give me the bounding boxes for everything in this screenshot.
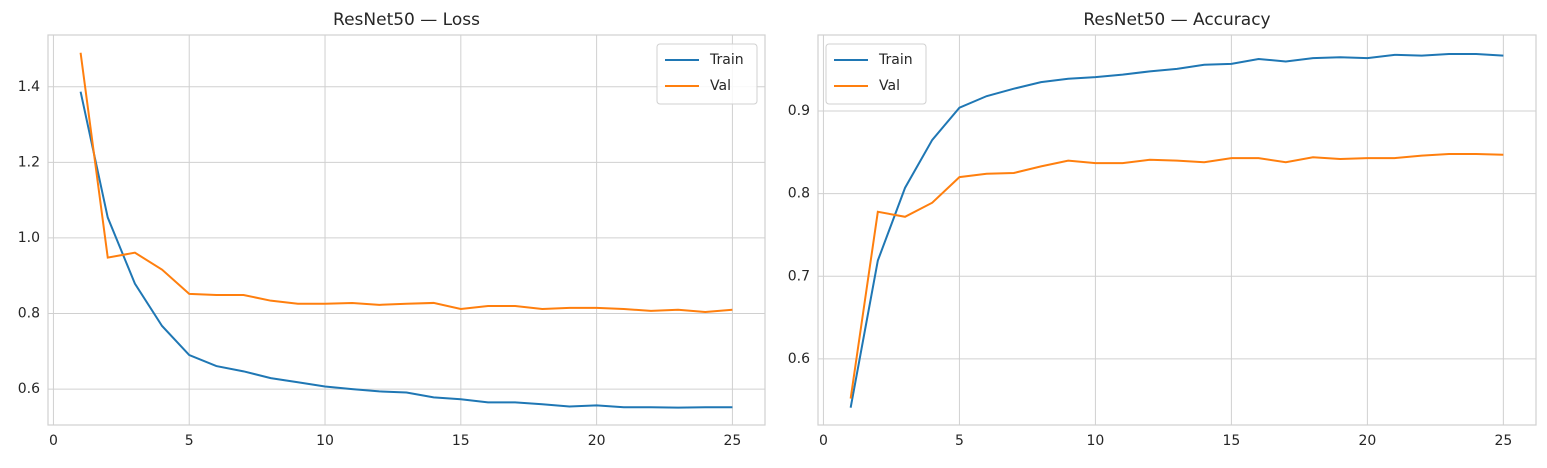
legend-label: Train xyxy=(709,52,744,68)
line-series xyxy=(79,91,733,409)
y-tick-label: 0.8 xyxy=(18,306,40,322)
x-tick-label: 15 xyxy=(1222,433,1240,449)
y-tick-label: 0.9 xyxy=(788,103,810,119)
line-series xyxy=(849,152,1504,399)
plot-frame xyxy=(817,34,1537,426)
line-series xyxy=(79,52,733,314)
x-tick-label: 0 xyxy=(49,433,58,449)
line-series xyxy=(849,53,1504,408)
y-tick-label: 0.8 xyxy=(788,186,810,202)
legend-label: Train xyxy=(878,52,913,68)
legend-label: Val xyxy=(710,78,731,94)
x-tick-label: 0 xyxy=(819,433,828,449)
x-tick-label: 10 xyxy=(316,433,334,449)
chart-title: ResNet50 — Loss xyxy=(333,10,480,30)
y-tick-label: 1.2 xyxy=(18,154,40,170)
x-tick-label: 5 xyxy=(955,433,964,449)
x-tick-label: 10 xyxy=(1086,433,1104,449)
y-tick-label: 1.0 xyxy=(18,230,40,246)
plot-frame xyxy=(47,34,766,426)
y-tick-label: 0.7 xyxy=(788,268,810,284)
x-tick-label: 25 xyxy=(1494,433,1512,449)
subplot: ResNet50 — Loss 0 5 10 15 20 25 0.6 0.8 1.0 1.2 1.4… xyxy=(18,10,766,449)
x-tick-label: 15 xyxy=(452,433,470,449)
y-tick-label: 0.6 xyxy=(788,351,810,367)
x-tick-label: 20 xyxy=(588,433,606,449)
x-tick-label: 5 xyxy=(185,433,194,449)
x-tick-label: 20 xyxy=(1358,433,1376,449)
y-tick-label: 1.4 xyxy=(18,79,40,95)
y-tick-label: 0.6 xyxy=(18,381,40,397)
legend-label: Val xyxy=(879,78,900,94)
x-tick-label: 25 xyxy=(723,433,741,449)
chart-title: ResNet50 — Accuracy xyxy=(1083,10,1270,30)
subplot: ResNet50 — Accuracy 0 5 10 15 20 25 0.6 0.7 0.8 0.… xyxy=(788,10,1537,449)
